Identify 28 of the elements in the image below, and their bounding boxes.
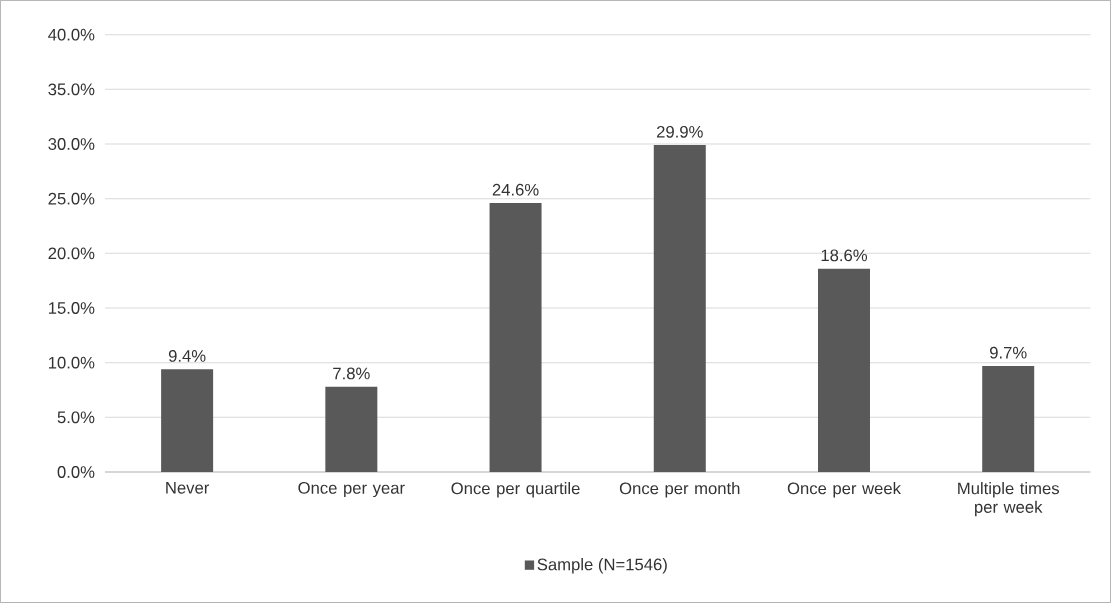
x-tick-label: Once per month [619, 482, 740, 498]
bar [489, 203, 542, 472]
y-tick-label: 35.0% [48, 83, 95, 96]
bar [982, 365, 1035, 472]
y-tick-label: 25.0% [48, 192, 95, 205]
data-label: 24.6% [492, 183, 539, 196]
y-tick-label: 10.0% [48, 356, 95, 369]
x-tick-label: Multiple times per week [958, 482, 1059, 517]
x-tick-label: Once per year [298, 482, 405, 498]
x-tick-label: Once per week [787, 482, 901, 498]
legend-label: Sample (N=1546) [537, 558, 667, 574]
data-label: 29.9% [656, 125, 703, 138]
x-tick-label: Once per quartile [451, 482, 580, 498]
y-tick-label: 20.0% [48, 247, 95, 260]
y-tick-label: 0.0% [57, 466, 95, 478]
bar [325, 386, 378, 472]
x-tick-label: Never [166, 482, 210, 494]
bar [161, 369, 214, 472]
data-label: 7.8% [333, 367, 370, 380]
y-tick-label: 15.0% [48, 302, 95, 314]
data-label: 18.6% [821, 249, 868, 262]
y-tick-label: 40.0% [48, 28, 95, 41]
bar [653, 145, 706, 472]
data-label: 9.7% [990, 346, 1027, 359]
y-tick-label: 30.0% [48, 138, 95, 150]
data-label: 9.4% [168, 350, 206, 362]
y-tick-label: 5.0% [57, 411, 95, 424]
bar [818, 268, 870, 472]
